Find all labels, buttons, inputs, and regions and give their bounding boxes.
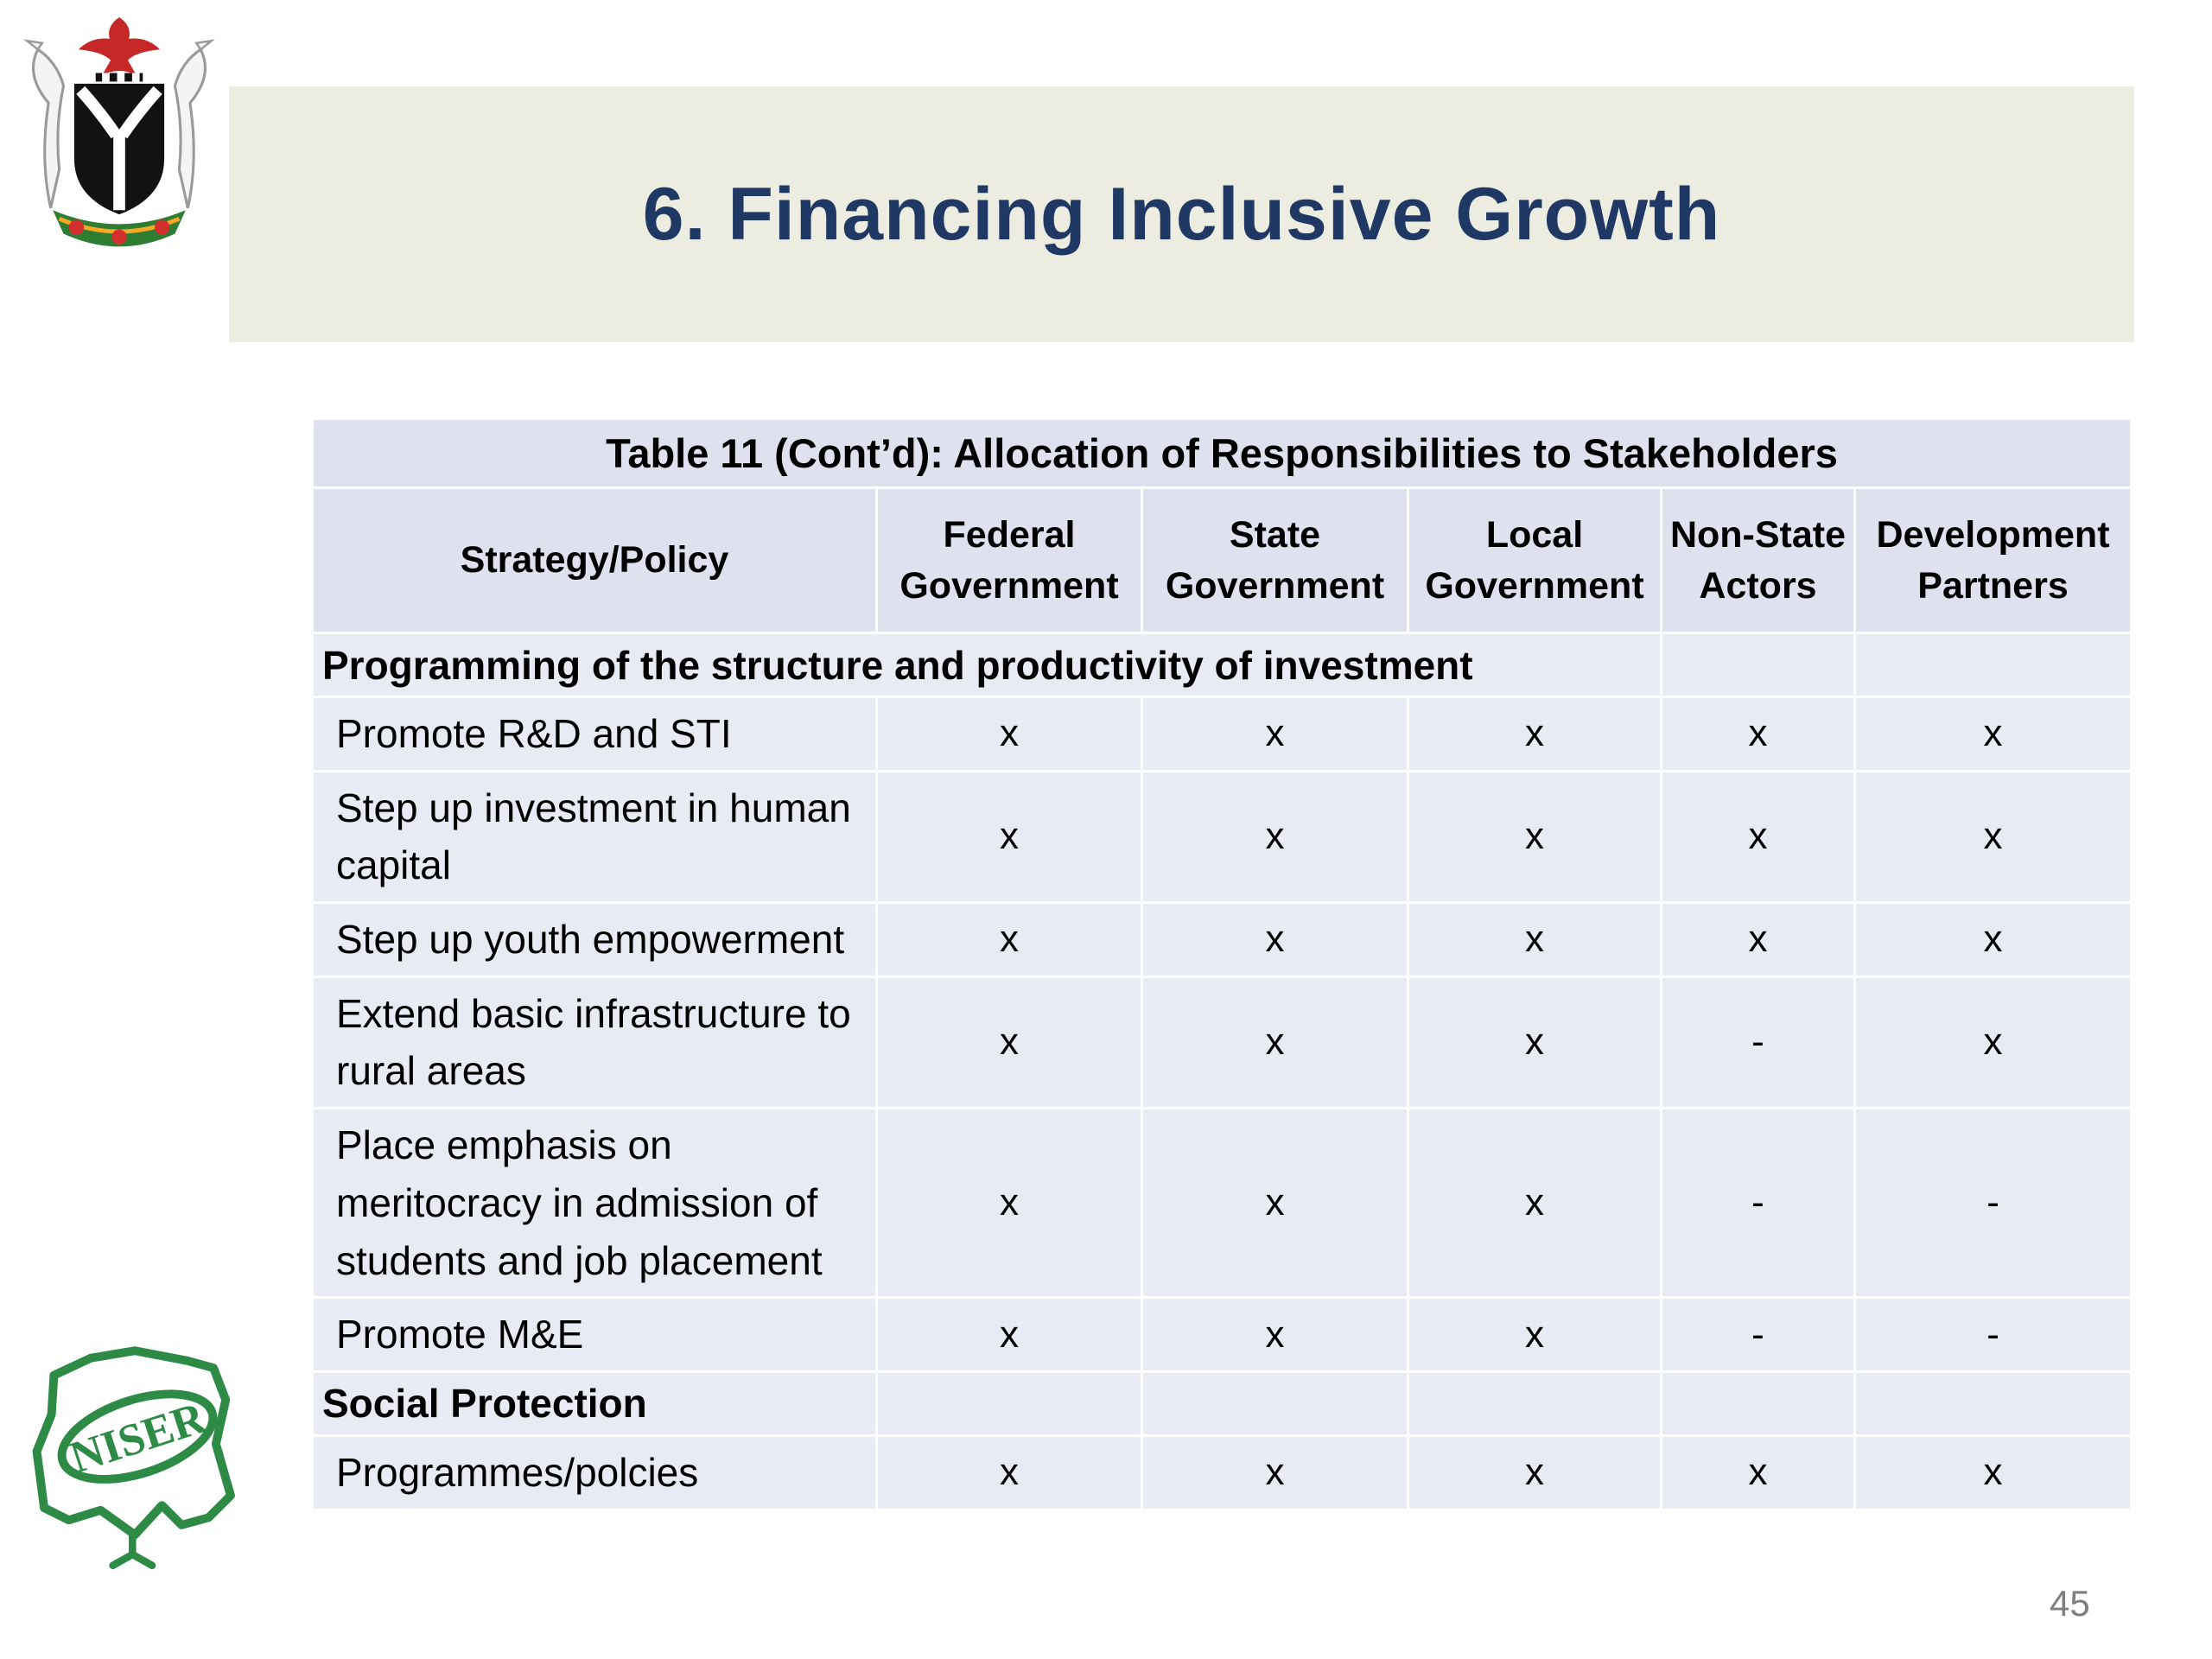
cell-value: x [1407,696,1662,772]
responsibilities-table-wrap: Table 11 (Cont’d): Allocation of Respons… [310,417,2133,1511]
cell-value: - [1660,1296,1856,1373]
empty-cell [1141,1370,1409,1437]
header-band: 6. Financing Inclusive Growth [229,86,2134,342]
cell-value: x [875,1107,1143,1300]
empty-cell [1660,632,1856,698]
empty-cell [1853,632,2133,698]
cell-value: x [1660,901,1856,978]
row-label: Promote M&E [311,1296,878,1373]
empty-cell [1407,1370,1662,1437]
cell-value: x [1141,769,1409,905]
cell-value: x [1141,901,1409,978]
section-header: Social Protection [311,1370,878,1437]
cell-value: x [1853,696,2133,772]
row-label: Promote R&D and STI [311,696,878,772]
table-row: Step up investment in human capital x x … [311,769,2133,905]
cell-value: x [1141,696,1409,772]
row-label: Step up youth empowerment [311,901,878,978]
table-row: Step up youth empowerment x x x x x [311,901,2133,978]
empty-cell [1660,1370,1856,1437]
row-label: Programmes/polcies [311,1433,878,1511]
cell-value: x [1660,1433,1856,1511]
cell-value: x [1407,1296,1662,1373]
table-row: Programmes/polcies x x x x x [311,1433,2133,1511]
section-header-row: Social Protection [311,1370,2133,1437]
col-header-devpartners: Development Partners [1853,486,2133,634]
cell-value: x [1407,975,1662,1110]
niser-logo-graphic: NISER [32,1346,235,1569]
cell-value: x [1141,975,1409,1110]
cell-value: - [1853,1107,2133,1300]
cell-value: x [1407,769,1662,905]
cell-value: x [1141,1107,1409,1300]
cell-value: x [875,901,1143,978]
responsibilities-table: Table 11 (Cont’d): Allocation of Respons… [310,417,2133,1511]
row-label: Step up investment in human capital [311,769,878,905]
section-header-row: Programming of the structure and product… [311,632,2133,698]
page-number: 45 [2050,1583,2090,1624]
cell-value: x [1853,975,2133,1110]
cell-value: x [1407,1433,1662,1511]
cell-value: x [1660,769,1856,905]
row-label: Extend basic infrastructure to rural are… [311,975,878,1110]
cell-value: x [1407,1107,1662,1300]
col-header-strategy: Strategy/Policy [311,486,878,634]
empty-cell [875,1370,1143,1437]
table-row: Promote R&D and STI x x x x x [311,696,2133,772]
col-header-nonstate: Non-State Actors [1660,486,1856,634]
table-title-row: Table 11 (Cont’d): Allocation of Respons… [310,417,2133,489]
cell-value: x [875,696,1143,772]
row-label: Place emphasis on meritocracy in admissi… [311,1107,878,1300]
cell-value: x [1407,901,1662,978]
niser-logo: NISER [12,1324,263,1569]
cell-value: - [1660,975,1856,1110]
empty-cell [1853,1370,2133,1437]
cell-value: x [1660,696,1856,772]
section-header: Programming of the structure and product… [311,632,1662,698]
table-title: Table 11 (Cont’d): Allocation of Respons… [310,417,2133,489]
cell-value: x [875,1296,1143,1373]
table-row: Promote M&E x x x - - [311,1296,2133,1373]
cell-value: - [1853,1296,2133,1373]
col-header-local: Local Government [1407,486,1662,634]
cell-value: x [875,975,1143,1110]
table-row: Extend basic infrastructure to rural are… [311,975,2133,1110]
cell-value: x [875,1433,1143,1511]
cell-value: x [1853,901,2133,978]
col-header-federal: Federal Government [875,486,1143,634]
col-header-state: State Government [1141,486,1409,634]
coat-of-arms-graphic [23,17,215,247]
nigeria-coat-of-arms [12,5,226,275]
table-header-row: Strategy/Policy Federal Government State… [311,486,2133,634]
cell-value: x [1141,1296,1409,1373]
cell-value: x [875,769,1143,905]
cell-value: x [1853,769,2133,905]
table-row: Place emphasis on meritocracy in admissi… [311,1107,2133,1300]
slide-title: 6. Financing Inclusive Growth [642,172,1721,256]
cell-value: x [1853,1433,2133,1511]
cell-value: - [1660,1107,1856,1300]
cell-value: x [1141,1433,1409,1511]
